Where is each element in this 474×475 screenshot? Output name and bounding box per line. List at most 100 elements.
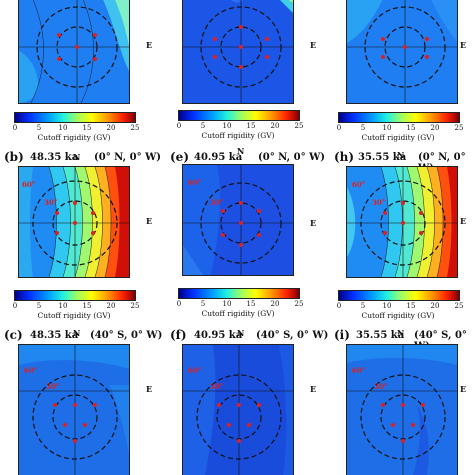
panel-letter: (h)	[334, 150, 355, 164]
panel-age: 35.55 ka	[358, 152, 407, 163]
panel-location: (40° S, 0° W)	[90, 330, 163, 341]
lat-label-60: 60°	[188, 366, 202, 375]
lat-label-30: 30°	[210, 382, 224, 391]
east-label: E	[460, 40, 467, 50]
north-label: N	[237, 146, 245, 156]
lat-label-30: 30°	[46, 382, 60, 391]
panel-letter: (i)	[334, 328, 350, 342]
panel-letter: (c)	[4, 328, 23, 342]
north-label: N	[397, 150, 405, 160]
colorbar-tick: 5	[200, 300, 206, 308]
lat-label-60: 60°	[352, 366, 366, 375]
east-label: E	[460, 384, 467, 394]
lat-label-30: 30°	[374, 382, 388, 391]
panel-letter: (e)	[170, 150, 189, 164]
colorbar-tick: 25	[454, 302, 464, 310]
colorbar	[14, 290, 136, 301]
panel-location: (0° N, 0° W)	[258, 152, 326, 163]
map-c	[18, 344, 130, 475]
colorbar-tick: 20	[106, 124, 116, 132]
colorbar-label: Cutoff rigidity (GV)	[361, 311, 435, 320]
lat-label-60: 60°	[352, 180, 366, 189]
colorbar-tick: 20	[270, 122, 280, 130]
map-i-canvas	[347, 345, 457, 475]
colorbar-tick: 25	[294, 300, 304, 308]
panel-age: 48.35 ka	[30, 152, 79, 163]
colorbar-tick: 15	[82, 302, 92, 310]
colorbar-tick: 5	[36, 124, 42, 132]
panel-letter: (b)	[4, 150, 24, 164]
lat-label-60: 60°	[188, 178, 202, 187]
lat-label-60: 60°	[22, 180, 36, 189]
north-label: N	[73, 152, 81, 162]
panel-age: 40.95 ka	[194, 330, 243, 341]
east-label: E	[310, 384, 317, 394]
lat-label-30: 30°	[44, 198, 58, 207]
colorbar-tick: 25	[130, 302, 140, 310]
colorbar	[338, 290, 460, 301]
north-label: N	[397, 328, 405, 338]
map-d-canvas	[183, 0, 293, 103]
colorbar-tick: 15	[82, 124, 92, 132]
colorbar-tick: 20	[270, 300, 280, 308]
lat-label-60: 60°	[24, 366, 38, 375]
east-label: E	[310, 218, 317, 228]
map-i	[346, 344, 458, 475]
lat-label-30: 30°	[372, 198, 386, 207]
colorbar-tick: 10	[222, 300, 232, 308]
lat-label-30: 30°	[210, 198, 224, 207]
colorbar-tick: 15	[406, 124, 416, 132]
map-b-canvas	[19, 167, 129, 277]
colorbar-tick: 10	[58, 124, 68, 132]
colorbar-label: Cutoff rigidity (GV)	[201, 131, 275, 140]
panel-age: 35.55 ka	[356, 330, 405, 341]
colorbar-tick: 0	[336, 302, 342, 310]
east-label: E	[460, 216, 467, 226]
colorbar-label: Cutoff rigidity (GV)	[201, 309, 275, 318]
map-g-top-right	[346, 0, 458, 104]
panel-location: (0° N, 0° W)	[94, 152, 162, 163]
colorbar-tick: 25	[294, 122, 304, 130]
map-a-top-left	[18, 0, 130, 104]
panel-age: 40.95 ka	[194, 152, 243, 163]
colorbar	[338, 112, 460, 123]
map-g-canvas	[347, 0, 457, 103]
map-h-canvas	[347, 167, 457, 277]
colorbar-tick: 5	[360, 302, 366, 310]
colorbar-tick: 10	[382, 302, 392, 310]
panel-age: 48.35 ka	[30, 330, 79, 341]
colorbar-tick: 10	[382, 124, 392, 132]
colorbar-tick: 25	[454, 124, 464, 132]
colorbar-tick: 0	[176, 300, 182, 308]
north-label: N	[73, 328, 81, 338]
colorbar-tick: 20	[430, 302, 440, 310]
east-label: E	[146, 384, 153, 394]
map-h	[346, 166, 458, 278]
panel-location: (40° S, 0° W)	[256, 330, 329, 341]
map-d-top-middle	[182, 0, 294, 104]
colorbar-tick: 25	[130, 124, 140, 132]
east-label: E	[310, 40, 317, 50]
colorbar-tick: 15	[406, 302, 416, 310]
colorbar-tick: 0	[176, 122, 182, 130]
colorbar	[14, 112, 136, 123]
map-a-canvas	[19, 0, 129, 103]
colorbar-tick: 0	[12, 302, 18, 310]
colorbar-tick: 20	[430, 124, 440, 132]
colorbar-tick: 0	[12, 124, 18, 132]
colorbar-label: Cutoff rigidity (GV)	[37, 311, 111, 320]
colorbar-tick: 15	[246, 122, 256, 130]
colorbar-tick: 5	[36, 302, 42, 310]
colorbar-label: Cutoff rigidity (GV)	[37, 133, 111, 142]
east-label: E	[146, 216, 153, 226]
map-e	[182, 164, 294, 276]
east-label: E	[146, 40, 153, 50]
panel-letter: (f)	[170, 328, 187, 342]
map-b	[18, 166, 130, 278]
colorbar	[178, 288, 300, 299]
colorbar-tick: 5	[200, 122, 206, 130]
colorbar-tick: 20	[106, 302, 116, 310]
colorbar-tick: 10	[58, 302, 68, 310]
colorbar-tick: 5	[360, 124, 366, 132]
colorbar-tick: 10	[222, 122, 232, 130]
